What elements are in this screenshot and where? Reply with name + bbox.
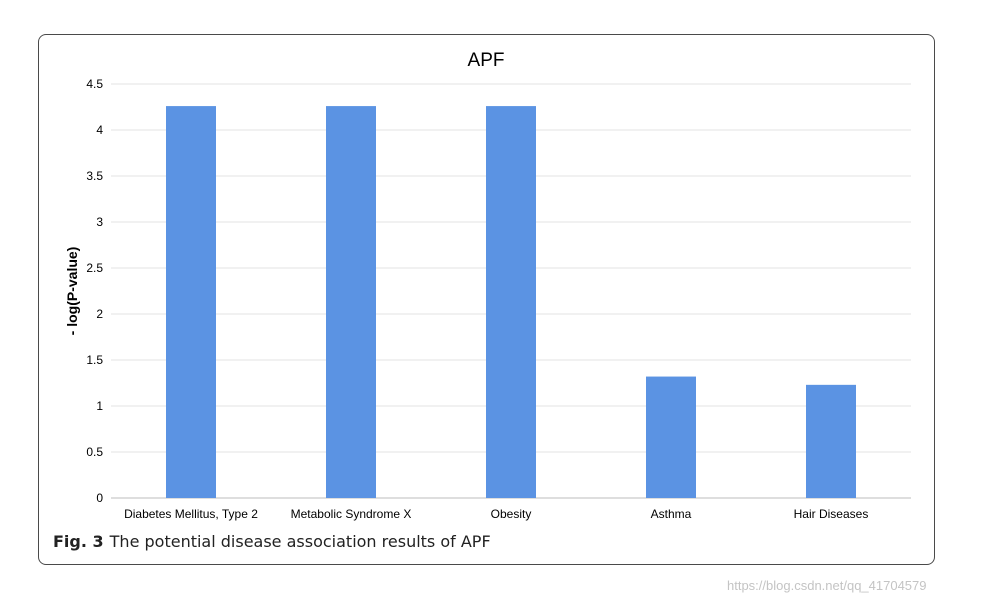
x-tick-label: Obesity — [491, 507, 532, 521]
y-tick-label: 1.5 — [86, 353, 103, 367]
y-tick-labels: 0 0.5 1 1.5 2 2.5 3 3.5 4 4.5 — [86, 77, 103, 505]
chart-title: APF — [468, 50, 505, 71]
y-tick-label: 1 — [96, 399, 103, 413]
y-tick-label: 3.5 — [86, 169, 103, 183]
bars — [166, 106, 856, 498]
x-tick-label: Hair Diseases — [794, 507, 869, 521]
bar — [806, 384, 856, 498]
y-tick-label: 4.5 — [86, 77, 103, 91]
figure-caption: Fig. 3 The potential disease association … — [53, 532, 491, 551]
y-axis-label: - log(P-value) — [64, 247, 80, 336]
y-tick-label: 0.5 — [86, 445, 103, 459]
caption-text: The potential disease association result… — [109, 532, 491, 551]
x-tick-label: Diabetes Mellitus, Type 2 — [124, 507, 258, 521]
y-tick-label: 2.5 — [86, 261, 103, 275]
bar — [646, 376, 696, 498]
y-tick-label: 0 — [96, 491, 103, 505]
x-tick-label: Asthma — [651, 507, 692, 521]
y-tick-label: 4 — [96, 123, 103, 137]
watermark: https://blog.csdn.net/qq_41704579 — [727, 578, 927, 593]
caption-label: Fig. 3 — [53, 532, 104, 551]
bar — [326, 106, 376, 498]
x-tick-labels: Diabetes Mellitus, Type 2 Metabolic Syndr… — [124, 507, 868, 521]
bar — [166, 106, 216, 498]
bar — [486, 106, 536, 498]
figure-frame — [38, 34, 935, 565]
y-tick-label: 3 — [96, 215, 103, 229]
x-tick-label: Metabolic Syndrome X — [291, 507, 412, 521]
y-tick-label: 2 — [96, 307, 103, 321]
